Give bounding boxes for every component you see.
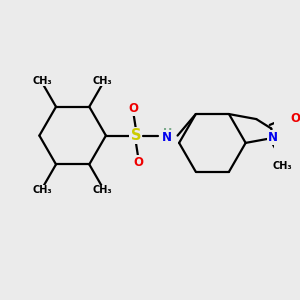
Text: N: N: [161, 131, 172, 144]
Text: S: S: [130, 128, 141, 143]
Text: CH₃: CH₃: [93, 185, 112, 195]
Text: CH₃: CH₃: [33, 185, 52, 195]
Text: N: N: [268, 131, 278, 144]
Text: O: O: [133, 156, 143, 169]
Text: CH₃: CH₃: [33, 76, 52, 86]
Text: CH₃: CH₃: [93, 76, 112, 86]
Text: CH₃: CH₃: [272, 161, 292, 171]
Text: O: O: [129, 103, 139, 116]
Text: H: H: [163, 128, 172, 138]
Text: O: O: [290, 112, 300, 125]
